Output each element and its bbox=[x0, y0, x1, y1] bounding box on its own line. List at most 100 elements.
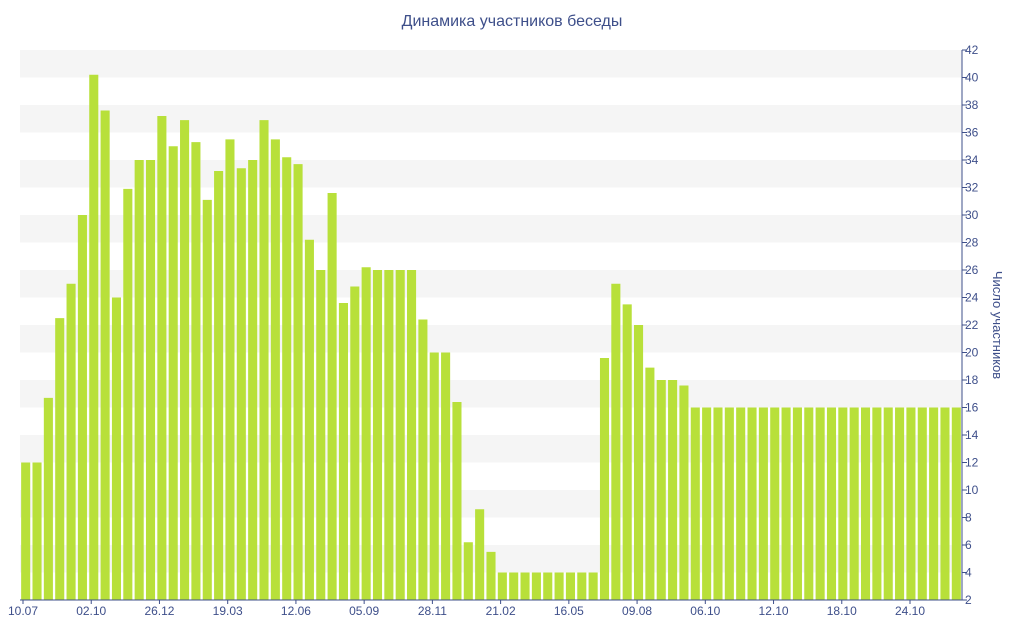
y-tick-label: 10 bbox=[965, 483, 979, 497]
bar bbox=[316, 270, 326, 600]
x-tick-label: 26.12 bbox=[144, 604, 174, 618]
bar bbox=[372, 270, 383, 600]
bar bbox=[463, 542, 473, 600]
bar bbox=[180, 120, 190, 600]
y-tick-label: 20 bbox=[965, 346, 979, 360]
y-tick-label: 6 bbox=[965, 538, 972, 552]
bar bbox=[872, 407, 882, 600]
bar bbox=[384, 270, 394, 600]
bar bbox=[702, 407, 712, 600]
bar bbox=[429, 352, 439, 600]
chart-title: Динамика участников беседы bbox=[401, 13, 623, 30]
y-tick-label: 30 bbox=[965, 208, 979, 222]
bar bbox=[554, 572, 564, 600]
bar bbox=[611, 283, 621, 600]
y-axis-label: Число участников bbox=[990, 271, 1005, 379]
bar bbox=[634, 325, 644, 600]
bar bbox=[259, 120, 269, 600]
x-tick-label: 12.06 bbox=[281, 604, 311, 618]
bar bbox=[668, 380, 678, 600]
y-tick-label: 22 bbox=[965, 318, 979, 332]
bar bbox=[713, 407, 723, 600]
bar bbox=[497, 572, 507, 600]
x-tick-label: 09.08 bbox=[622, 604, 652, 618]
x-tick-label: 10.07 bbox=[8, 604, 38, 618]
bar bbox=[89, 74, 99, 600]
bar bbox=[645, 367, 655, 600]
bar bbox=[599, 358, 610, 600]
bar bbox=[304, 239, 314, 600]
bar bbox=[191, 142, 201, 600]
y-tick-label: 32 bbox=[965, 181, 979, 195]
bar bbox=[361, 267, 371, 600]
bar bbox=[248, 160, 258, 600]
bar bbox=[157, 116, 167, 600]
bar bbox=[350, 286, 360, 600]
y-tick-label: 8 bbox=[965, 511, 972, 525]
y-tick-label: 12 bbox=[965, 456, 979, 470]
bar bbox=[951, 407, 961, 600]
bar bbox=[815, 407, 825, 600]
bar bbox=[293, 164, 303, 600]
y-tick-label: 24 bbox=[965, 291, 979, 305]
y-tick-label: 36 bbox=[965, 126, 979, 140]
bar bbox=[202, 199, 212, 600]
bar bbox=[622, 304, 632, 600]
bar bbox=[100, 110, 110, 600]
y-tick-label: 34 bbox=[965, 153, 979, 167]
bar bbox=[883, 407, 893, 600]
x-tick-label: 21.02 bbox=[486, 604, 516, 618]
bar bbox=[860, 407, 871, 600]
y-tick-label: 28 bbox=[965, 236, 979, 250]
bar bbox=[123, 188, 133, 600]
bar bbox=[565, 572, 575, 600]
bar bbox=[145, 160, 156, 600]
grid-band bbox=[20, 105, 962, 133]
x-tick-label: 12.10 bbox=[759, 604, 789, 618]
bar bbox=[270, 139, 280, 600]
bar bbox=[134, 160, 144, 600]
bar bbox=[475, 509, 485, 600]
y-tick-label: 18 bbox=[965, 373, 979, 387]
bar bbox=[66, 283, 76, 600]
grid-band bbox=[20, 50, 962, 78]
bar bbox=[407, 270, 417, 600]
bar bbox=[77, 215, 87, 600]
y-tick-label: 4 bbox=[965, 566, 972, 580]
bar bbox=[849, 407, 859, 600]
bar bbox=[509, 572, 519, 600]
bar bbox=[452, 402, 462, 600]
x-tick-label: 28.11 bbox=[418, 604, 447, 618]
bar bbox=[418, 319, 428, 600]
y-tick-label: 38 bbox=[965, 98, 979, 112]
bar bbox=[21, 462, 31, 600]
bar bbox=[32, 462, 42, 600]
bar bbox=[588, 572, 598, 600]
y-tick-label: 40 bbox=[965, 71, 979, 85]
bar bbox=[531, 572, 541, 600]
bar bbox=[520, 572, 530, 600]
bar bbox=[917, 407, 927, 600]
bar bbox=[214, 171, 224, 600]
bar bbox=[441, 352, 451, 600]
bar bbox=[236, 168, 246, 600]
bar bbox=[724, 407, 734, 600]
bar bbox=[690, 407, 700, 600]
bar bbox=[577, 572, 587, 600]
y-tick-label: 16 bbox=[965, 401, 979, 415]
bar bbox=[826, 407, 837, 600]
bar bbox=[747, 407, 757, 600]
bar bbox=[838, 407, 848, 600]
bar bbox=[395, 270, 405, 600]
x-tick-label: 19.03 bbox=[213, 604, 243, 618]
bar bbox=[758, 407, 768, 600]
bar bbox=[804, 407, 814, 600]
bar bbox=[486, 551, 496, 600]
x-tick-label: 06.10 bbox=[690, 604, 720, 618]
bar bbox=[225, 139, 235, 600]
bar bbox=[736, 407, 746, 600]
x-tick-label: 24.10 bbox=[895, 604, 925, 618]
x-tick-label: 16.05 bbox=[554, 604, 584, 618]
